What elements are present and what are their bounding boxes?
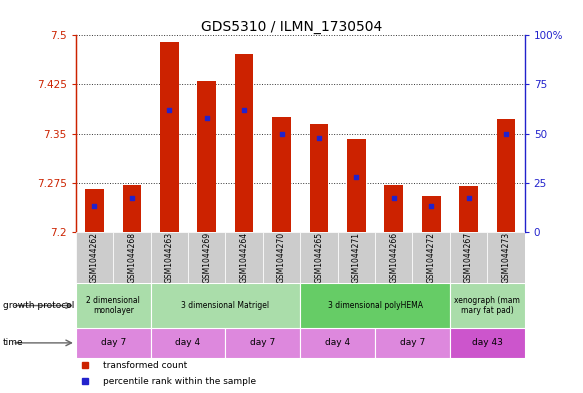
Bar	[497, 119, 515, 232]
Point	[389, 195, 398, 202]
Text: percentile rank within the sample: percentile rank within the sample	[103, 377, 256, 386]
Bar	[226, 328, 300, 358]
Bar	[450, 232, 487, 283]
Bar	[450, 283, 525, 328]
Bar	[198, 81, 216, 232]
Text: day 43: day 43	[472, 338, 503, 347]
Bar	[85, 189, 104, 232]
Text: day 4: day 4	[325, 338, 350, 347]
Point	[202, 115, 212, 121]
Bar	[310, 124, 328, 232]
Bar	[300, 328, 375, 358]
Text: day 7: day 7	[400, 338, 425, 347]
Bar	[272, 117, 291, 232]
Text: GDS5310 / ILMN_1730504: GDS5310 / ILMN_1730504	[201, 20, 382, 34]
Bar	[375, 232, 412, 283]
Text: GSM1044271: GSM1044271	[352, 232, 361, 283]
Point	[314, 134, 324, 141]
Bar	[300, 283, 450, 328]
Text: growth protocol: growth protocol	[3, 301, 74, 310]
Text: day 7: day 7	[101, 338, 126, 347]
Bar	[226, 232, 263, 283]
Bar	[412, 232, 450, 283]
Point	[164, 107, 174, 113]
Text: xenograph (mam
mary fat pad): xenograph (mam mary fat pad)	[454, 296, 520, 315]
Text: GSM1044268: GSM1044268	[128, 232, 136, 283]
Text: GSM1044267: GSM1044267	[464, 232, 473, 283]
Text: transformed count: transformed count	[103, 361, 187, 370]
Text: GSM1044264: GSM1044264	[240, 232, 248, 283]
Text: time: time	[3, 338, 23, 347]
Point	[464, 195, 473, 202]
Text: GSM1044269: GSM1044269	[202, 232, 211, 283]
Bar	[150, 328, 226, 358]
Text: GSM1044270: GSM1044270	[277, 232, 286, 283]
Bar	[263, 232, 300, 283]
Text: 3 dimensional polyHEMA: 3 dimensional polyHEMA	[328, 301, 423, 310]
Bar	[150, 283, 300, 328]
Bar	[76, 328, 150, 358]
Point	[240, 107, 249, 113]
Text: GSM1044263: GSM1044263	[165, 232, 174, 283]
Bar	[487, 232, 525, 283]
Bar	[338, 232, 375, 283]
Text: GSM1044273: GSM1044273	[501, 232, 511, 283]
Bar	[122, 185, 141, 232]
Bar	[188, 232, 226, 283]
Bar	[459, 186, 478, 232]
Bar	[76, 283, 150, 328]
Bar	[450, 328, 525, 358]
Point	[127, 195, 136, 202]
Bar	[160, 42, 178, 232]
Point	[352, 174, 361, 180]
Bar	[300, 232, 338, 283]
Text: day 4: day 4	[175, 338, 201, 347]
Bar	[347, 139, 366, 232]
Text: GSM1044265: GSM1044265	[314, 232, 324, 283]
Bar	[375, 328, 450, 358]
Text: GSM1044266: GSM1044266	[389, 232, 398, 283]
Bar	[235, 54, 254, 232]
Bar	[150, 232, 188, 283]
Bar	[422, 196, 441, 232]
Point	[501, 130, 511, 137]
Text: day 7: day 7	[250, 338, 275, 347]
Text: 2 dimensional
monolayer: 2 dimensional monolayer	[86, 296, 140, 315]
Bar	[384, 185, 403, 232]
Point	[277, 130, 286, 137]
Text: GSM1044272: GSM1044272	[427, 232, 436, 283]
Point	[427, 203, 436, 209]
Text: GSM1044262: GSM1044262	[90, 232, 99, 283]
Point	[90, 203, 99, 209]
Bar	[76, 232, 113, 283]
Bar	[113, 232, 150, 283]
Text: 3 dimensional Matrigel: 3 dimensional Matrigel	[181, 301, 269, 310]
